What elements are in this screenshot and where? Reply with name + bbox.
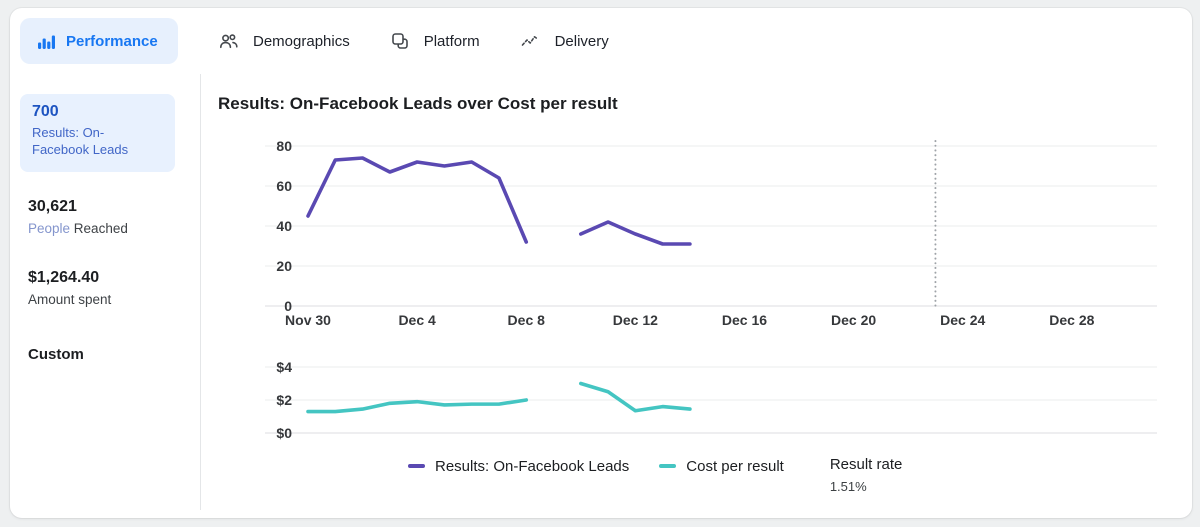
trend-zigzag-icon — [520, 31, 541, 51]
cost-line — [306, 398, 529, 414]
y-tick-label: 60 — [276, 178, 292, 194]
x-tick-label: Nov 30 — [285, 312, 331, 328]
reach-label: People Reached — [28, 221, 128, 236]
tab-performance[interactable]: Performance — [20, 18, 178, 64]
overlap-squares-icon — [390, 31, 410, 51]
results-value: 700 — [32, 103, 59, 120]
legend-item-leads[interactable]: Results: On-Facebook Leads — [408, 456, 629, 476]
y-tick-label: 40 — [276, 218, 292, 234]
y-tick-label: $4 — [276, 359, 292, 375]
metric-custom[interactable]: Custom — [28, 346, 84, 363]
x-tick-label: Dec 16 — [722, 312, 767, 328]
tab-bar: Demographics Platform Delivery — [218, 28, 609, 54]
tab-performance-label: Performance — [66, 32, 158, 50]
y-tick-label: $2 — [276, 392, 292, 408]
cost-line-swatch — [659, 464, 677, 468]
custom-label: Custom — [28, 346, 84, 363]
people-icon — [218, 31, 239, 51]
metric-card-results[interactable]: 700 Results: On-Facebook Leads — [20, 94, 175, 172]
bar-chart-icon — [36, 31, 56, 51]
metric-people-reached[interactable]: 30,621 People Reached — [28, 198, 128, 236]
x-tick-label: Dec 8 — [508, 312, 546, 328]
x-tick-label: Dec 24 — [940, 312, 985, 328]
sidebar-divider — [200, 74, 201, 510]
tab-delivery[interactable]: Delivery — [520, 31, 609, 51]
cost-line — [578, 381, 692, 413]
x-tick-label: Dec 4 — [398, 312, 436, 328]
tab-demographics-label: Demographics — [253, 32, 350, 50]
x-tick-label: Dec 12 — [613, 312, 658, 328]
legend-leads-label: Results: On-Facebook Leads — [435, 457, 630, 475]
leads-line — [306, 156, 529, 244]
chart-legend: Results: On-Facebook Leads Cost per resu… — [408, 456, 902, 494]
leads-line — [578, 220, 692, 246]
tab-platform[interactable]: Platform — [390, 31, 480, 51]
spend-label: Amount spent — [28, 292, 112, 307]
result-rate-label: Result rate — [829, 456, 903, 473]
chart-title: Results: On-Facebook Leads over Cost per… — [218, 94, 618, 113]
cost-line-chart: $0 $2 $4 — [265, 359, 1157, 441]
results-label: Results: On-Facebook Leads — [32, 125, 129, 158]
leads-line-chart: 0 20 40 60 80 Nov 30 Dec 4 Dec 8 Dec 12 Dec 16 Dec… — [265, 138, 1157, 328]
legend-item-cost[interactable]: Cost per result — [659, 456, 784, 476]
result-rate-value: 1.51% — [829, 479, 867, 494]
y-tick-label: 0 — [284, 298, 292, 314]
x-tick-label: Dec 28 — [1049, 312, 1094, 328]
y-tick-label: 80 — [276, 138, 292, 154]
y-tick-label: $0 — [276, 425, 292, 441]
legend-cost-label: Cost per result — [686, 457, 784, 475]
tab-platform-label: Platform — [423, 32, 480, 50]
tab-delivery-label: Delivery — [554, 32, 609, 50]
y-tick-label: 20 — [276, 258, 292, 274]
x-tick-label: Dec 20 — [831, 312, 876, 328]
spend-value: $1,264.40 — [28, 269, 100, 286]
result-rate-block: Result rate 1.51% — [830, 456, 903, 494]
reach-value: 30,621 — [28, 198, 77, 215]
dashboard-card: Performance Demographics Platform — [10, 8, 1192, 518]
tab-demographics[interactable]: Demographics — [218, 31, 350, 51]
leads-line-swatch — [408, 464, 425, 468]
metric-amount-spent[interactable]: $1,264.40 Amount spent — [28, 269, 111, 307]
